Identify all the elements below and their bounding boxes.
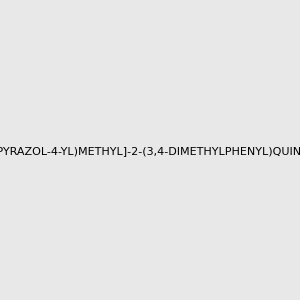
Text: N-[(1,3-DIMETHYL-1H-PYRAZOL-4-YL)METHYL]-2-(3,4-DIMETHYLPHENYL)QUINOLINE-4-CARBO: N-[(1,3-DIMETHYL-1H-PYRAZOL-4-YL)METHYL]…: [0, 146, 300, 157]
